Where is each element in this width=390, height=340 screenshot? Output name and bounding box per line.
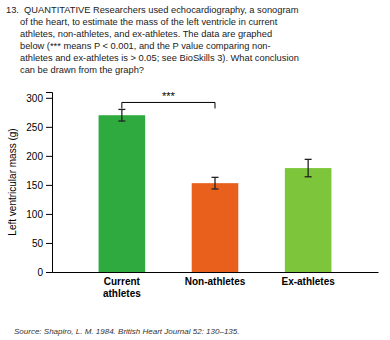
significance-bracket xyxy=(122,102,215,108)
error-line xyxy=(307,159,308,176)
x-tick-label: Ex-athletes xyxy=(281,276,335,287)
y-tick-mark xyxy=(46,127,52,128)
error-line xyxy=(214,177,215,189)
error-cap xyxy=(305,159,312,160)
y-axis-line xyxy=(46,93,53,273)
bar xyxy=(192,183,239,272)
y-tick: 50 xyxy=(32,238,52,249)
plot: 0 50 100 150 200 250 300 Currentathletes Non-ath… xyxy=(26,90,378,298)
bar xyxy=(285,168,332,272)
annotation: can be drawn from the graph? xyxy=(20,65,144,75)
y-tick-mark xyxy=(46,272,52,273)
y-axis-title: Left ventricular mass (g) xyxy=(7,128,18,235)
y-tick: 0 xyxy=(37,267,52,278)
y-axis: 0 50 100 150 200 250 300 xyxy=(26,93,52,278)
annotation: 13. QUANTITATIVE Researchers used echoca… xyxy=(6,5,299,15)
annotation: athletes, non-athletes, and ex-athletes.… xyxy=(20,29,272,39)
y-tick-label: 200 xyxy=(26,151,43,162)
x-tick-label: Non-athletes xyxy=(185,276,246,287)
y-tick-label: 100 xyxy=(26,209,43,220)
y-tick-mark xyxy=(46,243,52,244)
y-tick: 150 xyxy=(26,180,52,191)
error-bar xyxy=(212,177,219,189)
bar xyxy=(99,115,146,272)
y-tick-label: 50 xyxy=(32,238,44,249)
significance-label: *** xyxy=(162,90,176,102)
y-tick-label: 0 xyxy=(37,267,43,278)
y-tick: 100 xyxy=(26,209,52,220)
x-axis-line xyxy=(53,272,379,273)
error-cap xyxy=(212,188,219,189)
source: Source: Shapiro, L. M. 1984. British Hea… xyxy=(14,327,239,336)
y-tick-label: 300 xyxy=(26,93,43,104)
y-tick-mark xyxy=(46,185,52,186)
x-axis: Currentathletes Non-athletes Ex-athletes xyxy=(53,272,379,299)
annotation: athletes and ex-athletes is > 0.05; see … xyxy=(20,53,299,63)
y-tick-label: 150 xyxy=(26,180,43,191)
error-cap xyxy=(305,176,312,177)
header: 13. QUANTITATIVE Researchers used echoca… xyxy=(6,5,299,75)
error-bar xyxy=(305,159,312,176)
error-cap xyxy=(118,109,125,110)
y-tick-label: 250 xyxy=(26,122,43,133)
annotation: of the heart, to estimate the mass of th… xyxy=(20,17,278,27)
chart: 13. QUANTITATIVE Researchers used echoca… xyxy=(0,0,390,340)
y-tick-mark xyxy=(46,98,52,99)
error-cap xyxy=(118,120,125,121)
y-tick: 250 xyxy=(26,122,52,133)
y-tick: 200 xyxy=(26,151,52,162)
marks xyxy=(99,102,332,272)
error-bar xyxy=(118,109,125,121)
error-line xyxy=(121,109,122,121)
annotation: below (*** means P < 0.001, and the P va… xyxy=(20,41,271,51)
x-tick: Currentathletes xyxy=(103,272,141,299)
y-tick-mark xyxy=(46,214,52,215)
x-tick-label: Currentathletes xyxy=(103,276,141,299)
y-tick: 300 xyxy=(26,93,52,104)
x-tick: Ex-athletes xyxy=(281,272,335,287)
x-tick: Non-athletes xyxy=(185,272,246,287)
y-tick-mark xyxy=(46,156,52,157)
error-cap xyxy=(212,177,219,178)
